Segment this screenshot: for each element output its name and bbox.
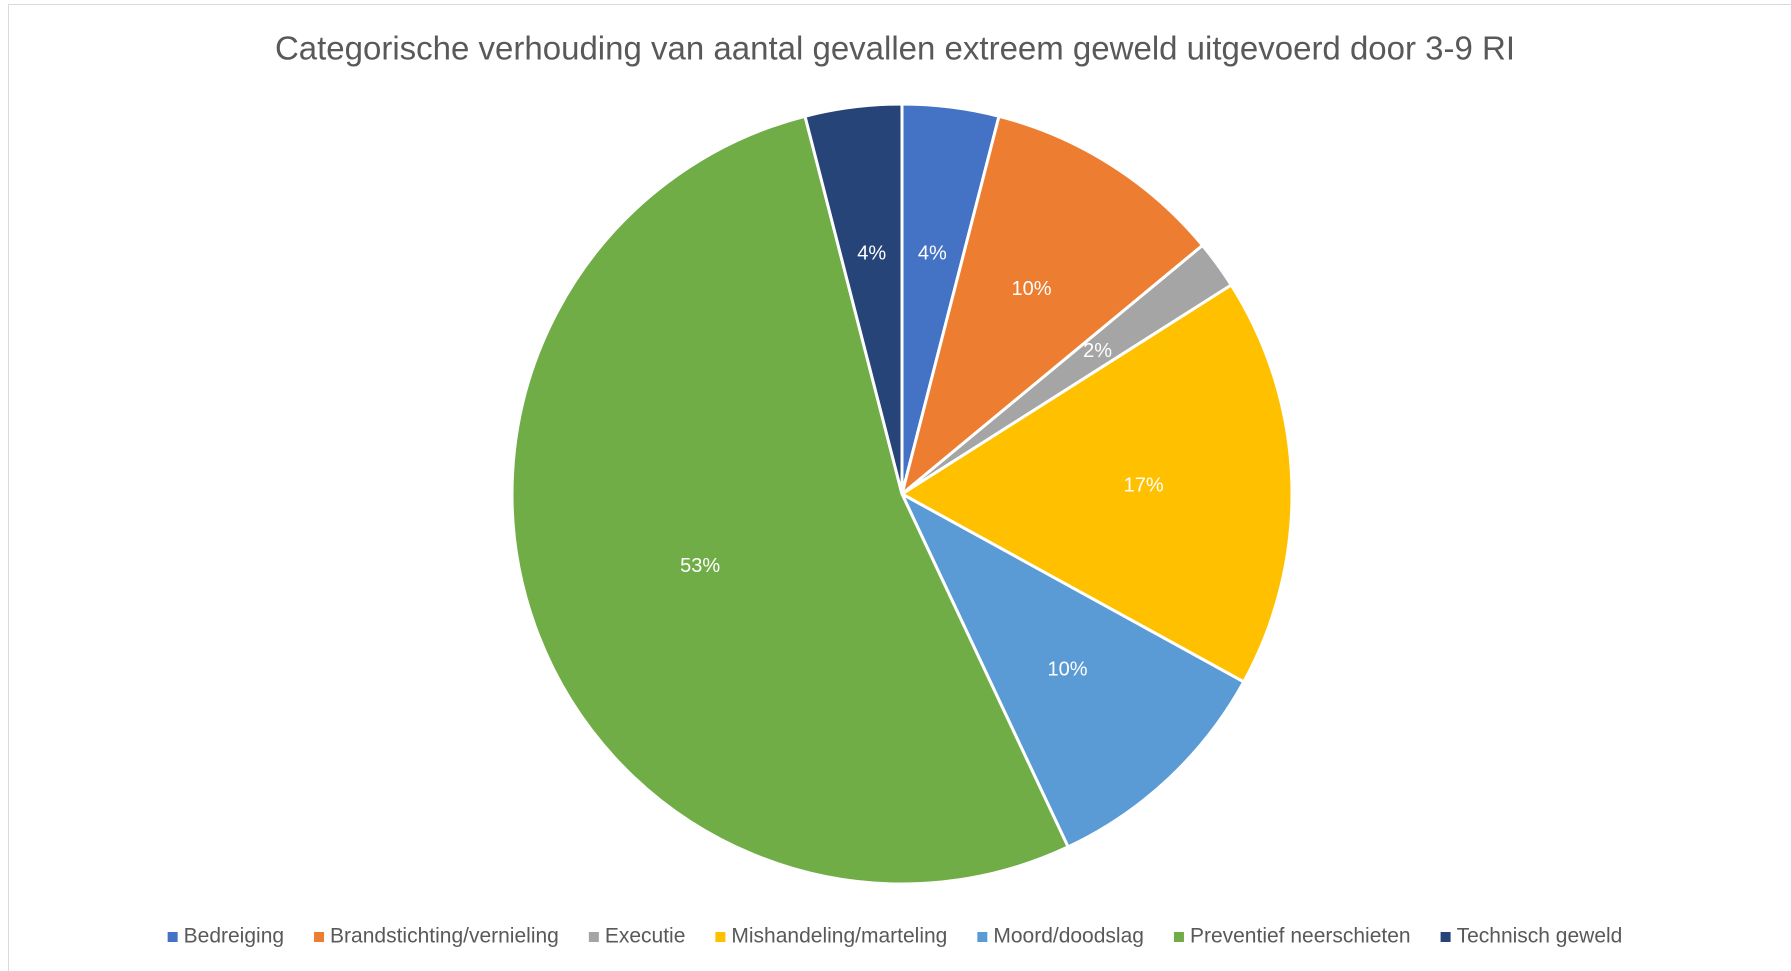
- legend-swatch: [977, 932, 988, 942]
- legend-label: Preventief neerschieten: [1190, 925, 1411, 948]
- legend-swatch: [314, 932, 325, 942]
- legend-swatch: [1440, 932, 1451, 942]
- data-label: 10%: [1048, 659, 1088, 681]
- data-label: 2%: [1083, 340, 1112, 362]
- legend-swatch: [167, 932, 178, 942]
- legend-label: Technisch geweld: [1457, 925, 1623, 948]
- pie-slice: [803, 102, 904, 495]
- pie-slice: [898, 490, 1246, 849]
- data-label: 10%: [1012, 278, 1052, 300]
- data-label: 4%: [857, 242, 886, 264]
- legend-label: Brandstichting/vernieling: [330, 925, 559, 948]
- legend-label: Executie: [605, 925, 686, 948]
- data-label: 4%: [918, 242, 947, 264]
- legend-label: Moord/doodslag: [993, 925, 1144, 948]
- chart-title: Categorische verhouding van aantal geval…: [275, 30, 1515, 67]
- pie-slice: [899, 282, 1294, 684]
- pie-slice: [899, 114, 1205, 499]
- legend-label: Bedreiging: [184, 925, 284, 948]
- legend-label: Mishandeling/marteling: [731, 925, 947, 948]
- legend-swatch: [1173, 932, 1184, 942]
- legend-swatch: [715, 932, 726, 942]
- legend-swatch: [588, 932, 599, 942]
- data-label: 17%: [1124, 475, 1164, 497]
- data-label: 53%: [680, 555, 720, 577]
- pie-slice: [510, 114, 1071, 886]
